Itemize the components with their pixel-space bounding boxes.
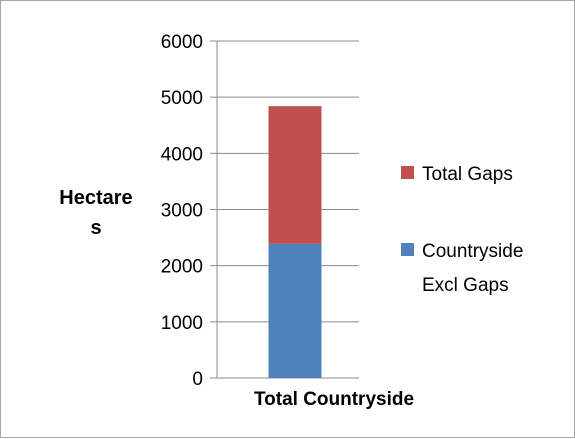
y-axis-label: Hectare s	[41, 183, 151, 243]
bars	[268, 106, 322, 378]
bar-segment-1	[268, 106, 322, 244]
y-tick-label: 5000	[161, 88, 203, 109]
y-tick-label: 6000	[161, 32, 203, 53]
bar-segment-0	[268, 243, 322, 378]
y-tick-label: 4000	[161, 144, 203, 165]
y-tick-label: 1000	[161, 313, 203, 334]
legend-swatch-0	[401, 166, 414, 179]
legend-label: Countryside	[422, 241, 523, 262]
y-tick-label: 0	[192, 369, 203, 390]
y-axis-label-line-2: s	[90, 217, 102, 239]
legend: Total Gaps Countryside Excl Gaps	[401, 164, 523, 296]
y-axis-label-line-1: Hectare	[59, 187, 133, 209]
legend-swatch-1	[401, 243, 414, 256]
x-tick-labels: Total Countryside	[254, 389, 414, 410]
legend-label: Excl Gaps	[422, 275, 509, 296]
y-tick-label: 2000	[161, 257, 203, 278]
y-tick-label: 3000	[161, 201, 203, 222]
x-tick-label: Total Countryside	[254, 389, 414, 410]
legend-label: Total Gaps	[422, 164, 513, 185]
y-tick-labels: 0 1000 2000 3000 4000 5000 6000	[161, 32, 203, 390]
